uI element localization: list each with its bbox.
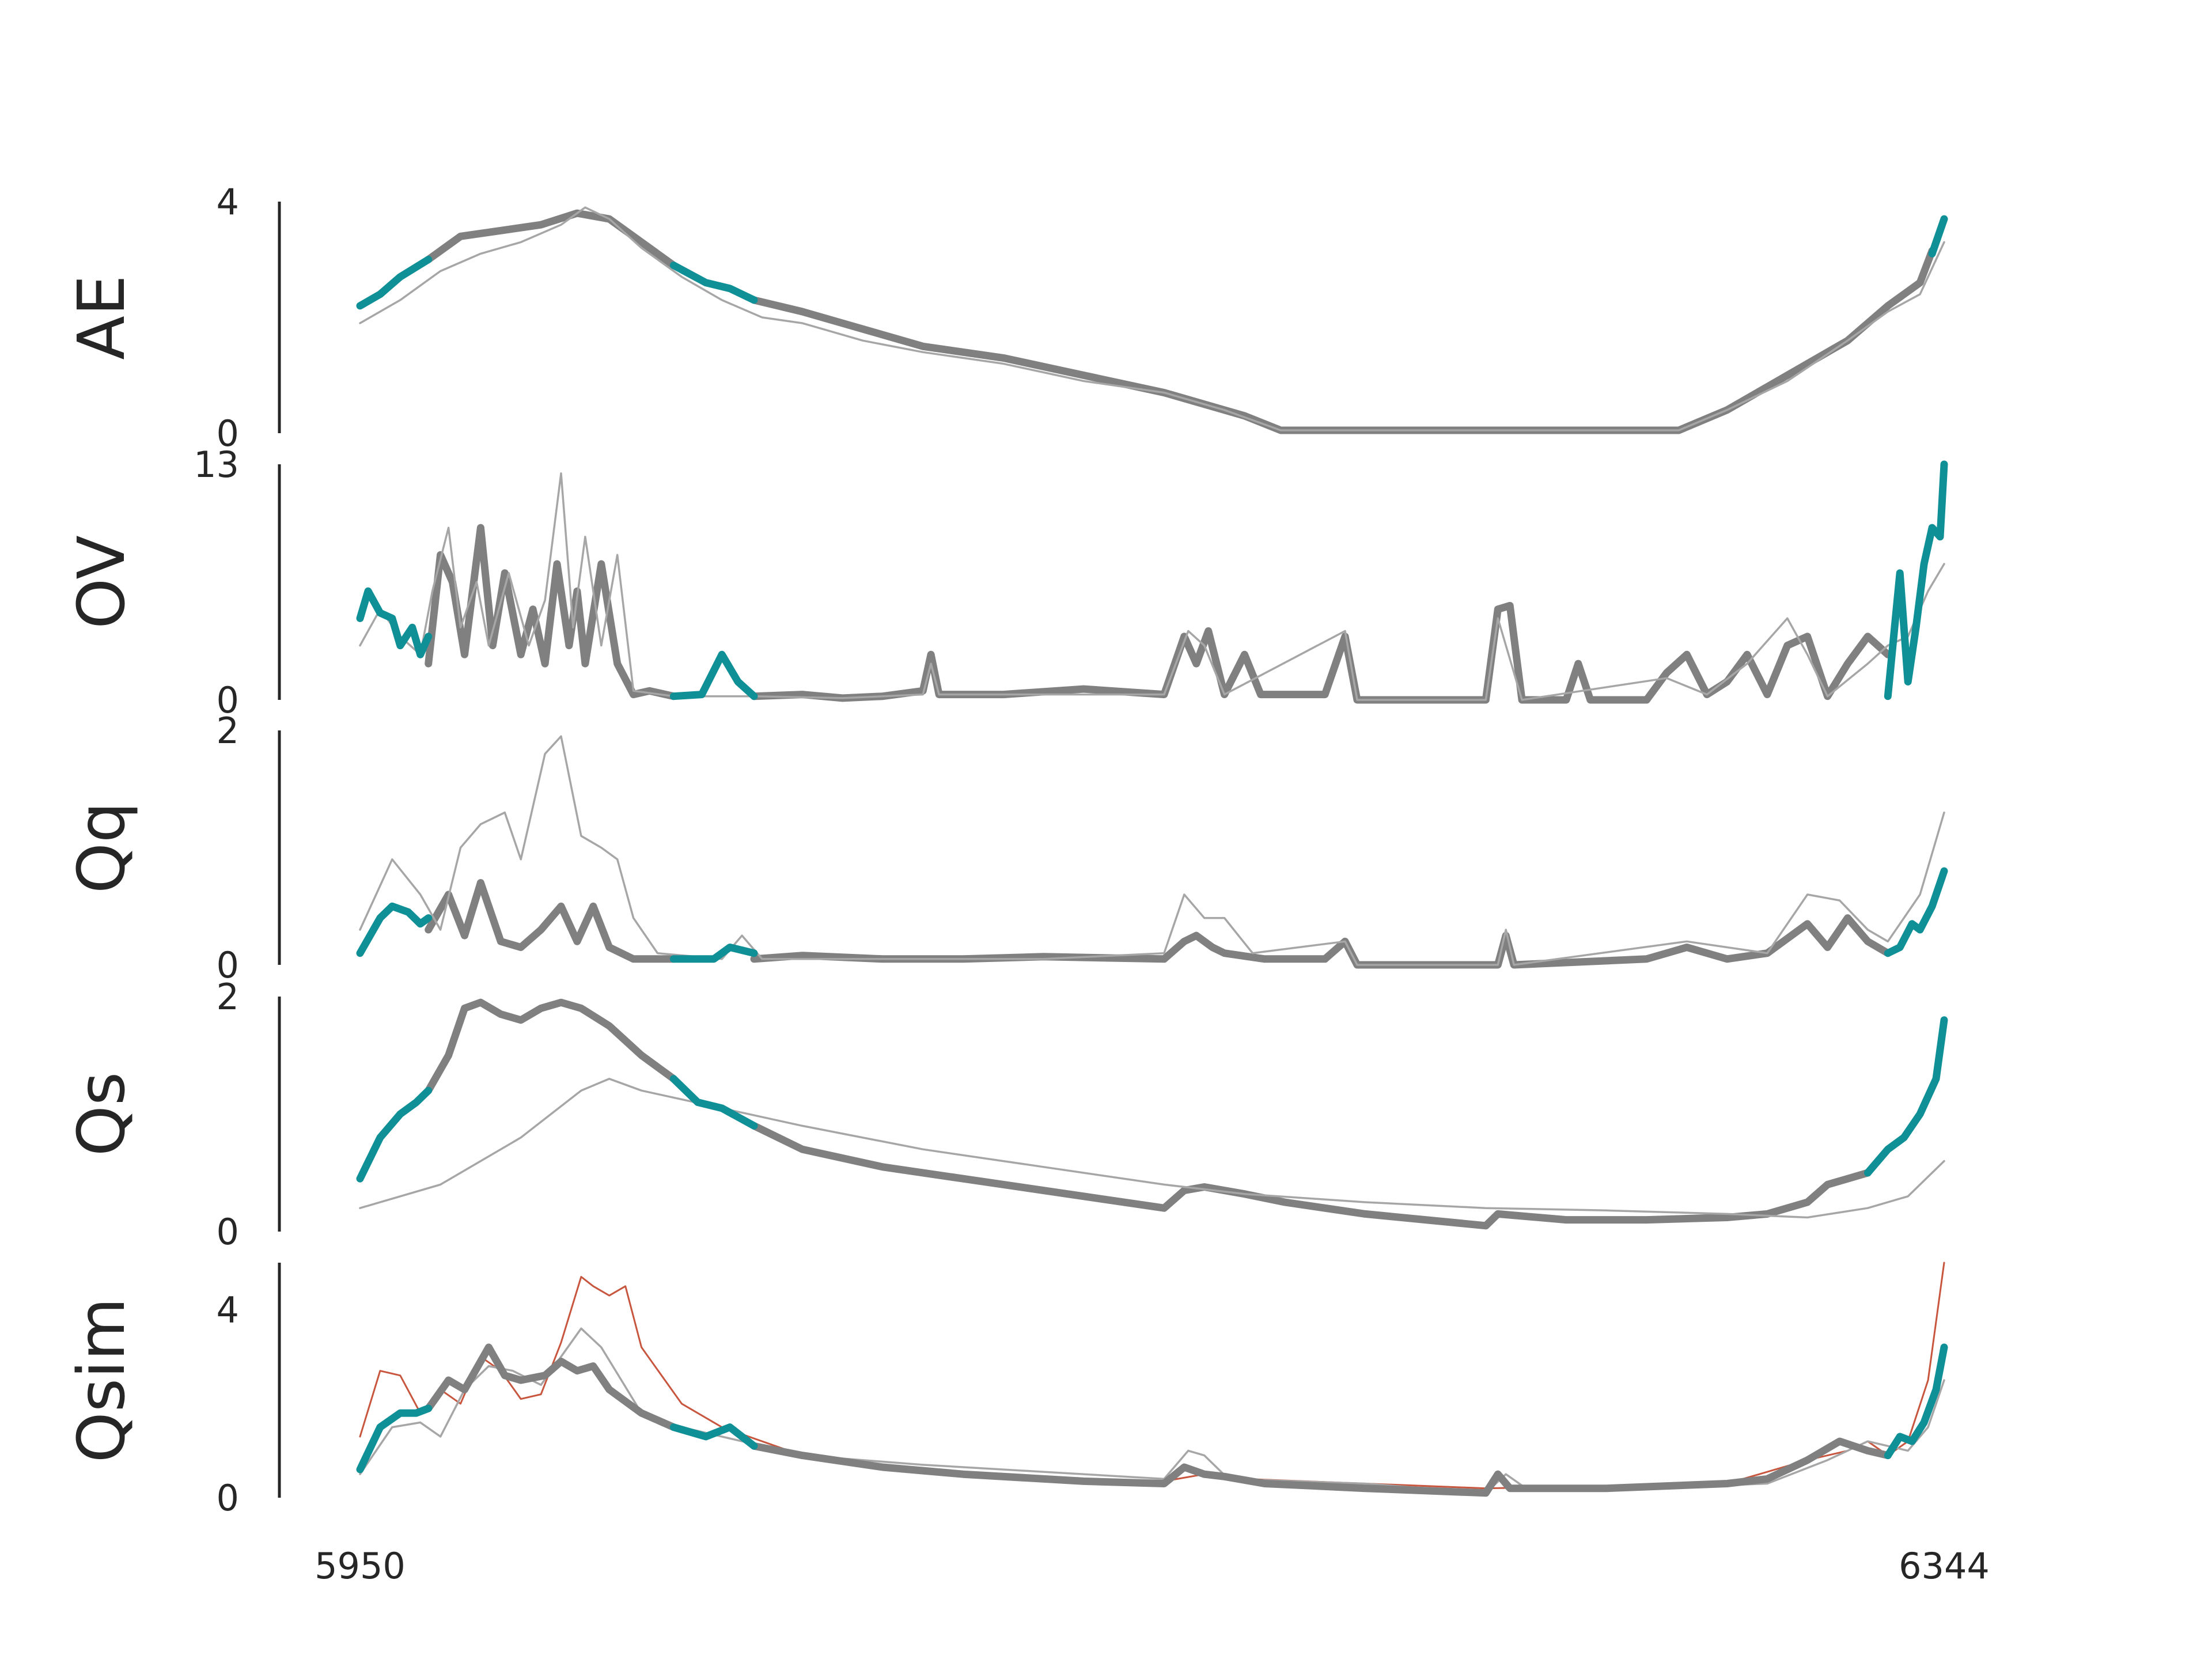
series-line-highlight: [669, 262, 758, 304]
y-axis-label: Qq: [65, 802, 139, 893]
y-axis-label: Qsim: [65, 1298, 139, 1463]
series-line-highlight: [1884, 1343, 1948, 1460]
series-line-main: [425, 879, 677, 963]
panel-ae: AE 0 4: [65, 181, 1948, 454]
series-line-main: [425, 209, 677, 270]
series-line-main: [750, 914, 1892, 969]
x-tick-label: 5950: [315, 1545, 406, 1587]
series-line-highlight: [669, 944, 758, 963]
series-line-main: [750, 247, 1936, 434]
series-line-main: [750, 1437, 1892, 1497]
series-line-reference: [359, 735, 1945, 966]
y-axis-label: AE: [65, 275, 139, 359]
y-tick-label: 0: [217, 412, 239, 454]
series-line-highlight: [1884, 867, 1948, 957]
y-tick-label: 13: [194, 444, 239, 486]
x-axis: 5950 6344: [315, 1545, 1990, 1587]
series-line-reference: [359, 1327, 1945, 1494]
series-line-highlight: [669, 1423, 758, 1450]
series-line-reference: [359, 206, 1945, 431]
series-line-main: [425, 998, 677, 1094]
series-line-highlight: [1884, 460, 1948, 700]
y-tick-label: 0: [217, 944, 239, 986]
panel-ov: OV 0 13: [65, 444, 1948, 721]
series-line-main: [425, 1343, 677, 1431]
series-line-highlight: [356, 1086, 433, 1183]
y-tick-label: 0: [217, 1211, 239, 1253]
series-line-highlight: [356, 1404, 433, 1474]
series-line-highlight: [356, 902, 433, 957]
y-tick-label: 4: [217, 1289, 239, 1331]
series-line-main: [750, 1122, 1872, 1230]
x-tick-label: 6344: [1899, 1545, 1990, 1587]
y-tick-label: 2: [217, 710, 239, 752]
series-line-highlight: [356, 256, 433, 310]
panel-qsim: Qsim 0 4: [65, 1262, 1948, 1519]
y-tick-label: 0: [217, 1477, 239, 1519]
y-axis-label: OV: [65, 535, 139, 629]
series-line-highlight: [1863, 1016, 1948, 1177]
y-tick-label: 2: [217, 976, 239, 1018]
series-line-reference: [359, 472, 1945, 701]
y-tick-label: 0: [217, 679, 239, 721]
series-line-highlight: [669, 1075, 758, 1130]
series-line-highlight: [356, 587, 433, 658]
panel-qq: Qq 0 2: [65, 710, 1948, 986]
panel-qs: Qs 0 2: [65, 976, 1948, 1253]
series-line-reference: [359, 1078, 1945, 1219]
y-axis-label: Qs: [65, 1072, 139, 1157]
series-line-main: [425, 524, 677, 700]
series-line-highlight: [669, 650, 758, 700]
series-line-highlight: [1928, 215, 1948, 257]
y-tick-label: 4: [217, 181, 239, 223]
